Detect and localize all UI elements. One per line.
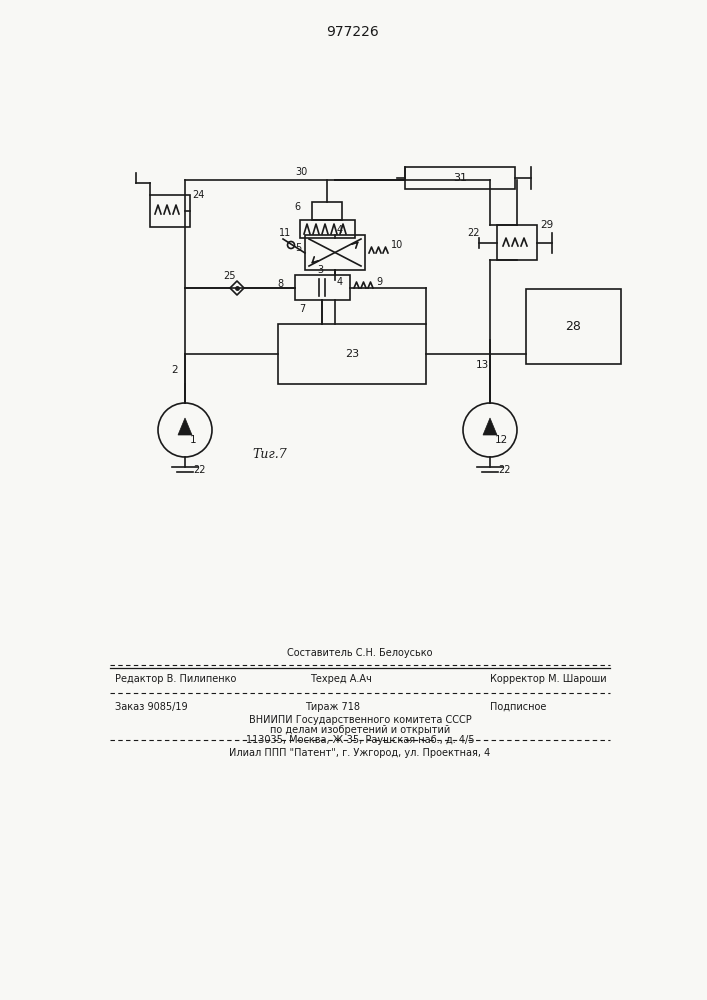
Bar: [497, 225, 537, 260]
Text: 10: 10: [391, 240, 403, 250]
Text: 4: 4: [337, 225, 343, 235]
Text: 8: 8: [277, 279, 283, 289]
Polygon shape: [483, 418, 497, 435]
Text: Τиг.7: Τиг.7: [252, 448, 287, 462]
Bar: [312, 202, 342, 220]
Text: 7: 7: [299, 304, 305, 314]
Bar: [526, 289, 621, 364]
Text: 30: 30: [295, 167, 308, 177]
Text: 24: 24: [192, 190, 204, 200]
Text: 23: 23: [345, 349, 359, 359]
Text: по делам изобретений и открытий: по делам изобретений и открытий: [270, 725, 450, 735]
Bar: [305, 235, 365, 270]
Text: 22: 22: [467, 228, 479, 238]
Bar: [295, 275, 350, 300]
Text: Редактор В. Пилипенко: Редактор В. Пилипенко: [115, 674, 236, 684]
Text: 29: 29: [540, 220, 554, 230]
Text: 6: 6: [294, 202, 300, 212]
Text: 2: 2: [171, 365, 177, 375]
Bar: [150, 195, 190, 227]
Text: Тираж 718: Тираж 718: [305, 702, 360, 712]
Polygon shape: [178, 418, 192, 435]
Text: 31: 31: [453, 173, 467, 183]
Text: 25: 25: [223, 271, 235, 281]
Text: Подписное: Подписное: [490, 702, 547, 712]
Text: Составитель С.Н. Белоусько: Составитель С.Н. Белоусько: [287, 648, 433, 658]
Text: 977226: 977226: [327, 25, 380, 39]
Text: 28: 28: [565, 320, 581, 334]
Text: 5: 5: [295, 243, 301, 253]
Bar: [278, 324, 426, 384]
Text: Заказ 9085/19: Заказ 9085/19: [115, 702, 187, 712]
Text: 1: 1: [190, 435, 197, 445]
Text: 13: 13: [476, 360, 489, 370]
Text: 3: 3: [317, 265, 323, 275]
Text: 11: 11: [279, 228, 291, 238]
Text: 113035, Москва, Ж-35, Раушская наб., д. 4/5: 113035, Москва, Ж-35, Раушская наб., д. …: [246, 735, 474, 745]
Text: ВНИИПИ Государственного комитета СССР: ВНИИПИ Государственного комитета СССР: [249, 715, 472, 725]
Text: Илиал ППП "Патент", г. Ужгород, ул. Проектная, 4: Илиал ППП "Патент", г. Ужгород, ул. Прое…: [229, 748, 491, 758]
Text: Корректор М. Шароши: Корректор М. Шароши: [490, 674, 607, 684]
Text: Техред А.Ач: Техред А.Ач: [310, 674, 372, 684]
Text: 22: 22: [498, 465, 510, 475]
Text: 12: 12: [495, 435, 508, 445]
Bar: [405, 167, 515, 189]
Text: 9: 9: [376, 277, 382, 287]
Text: 4: 4: [337, 277, 343, 287]
Text: 22: 22: [193, 465, 206, 475]
Bar: [300, 220, 355, 238]
